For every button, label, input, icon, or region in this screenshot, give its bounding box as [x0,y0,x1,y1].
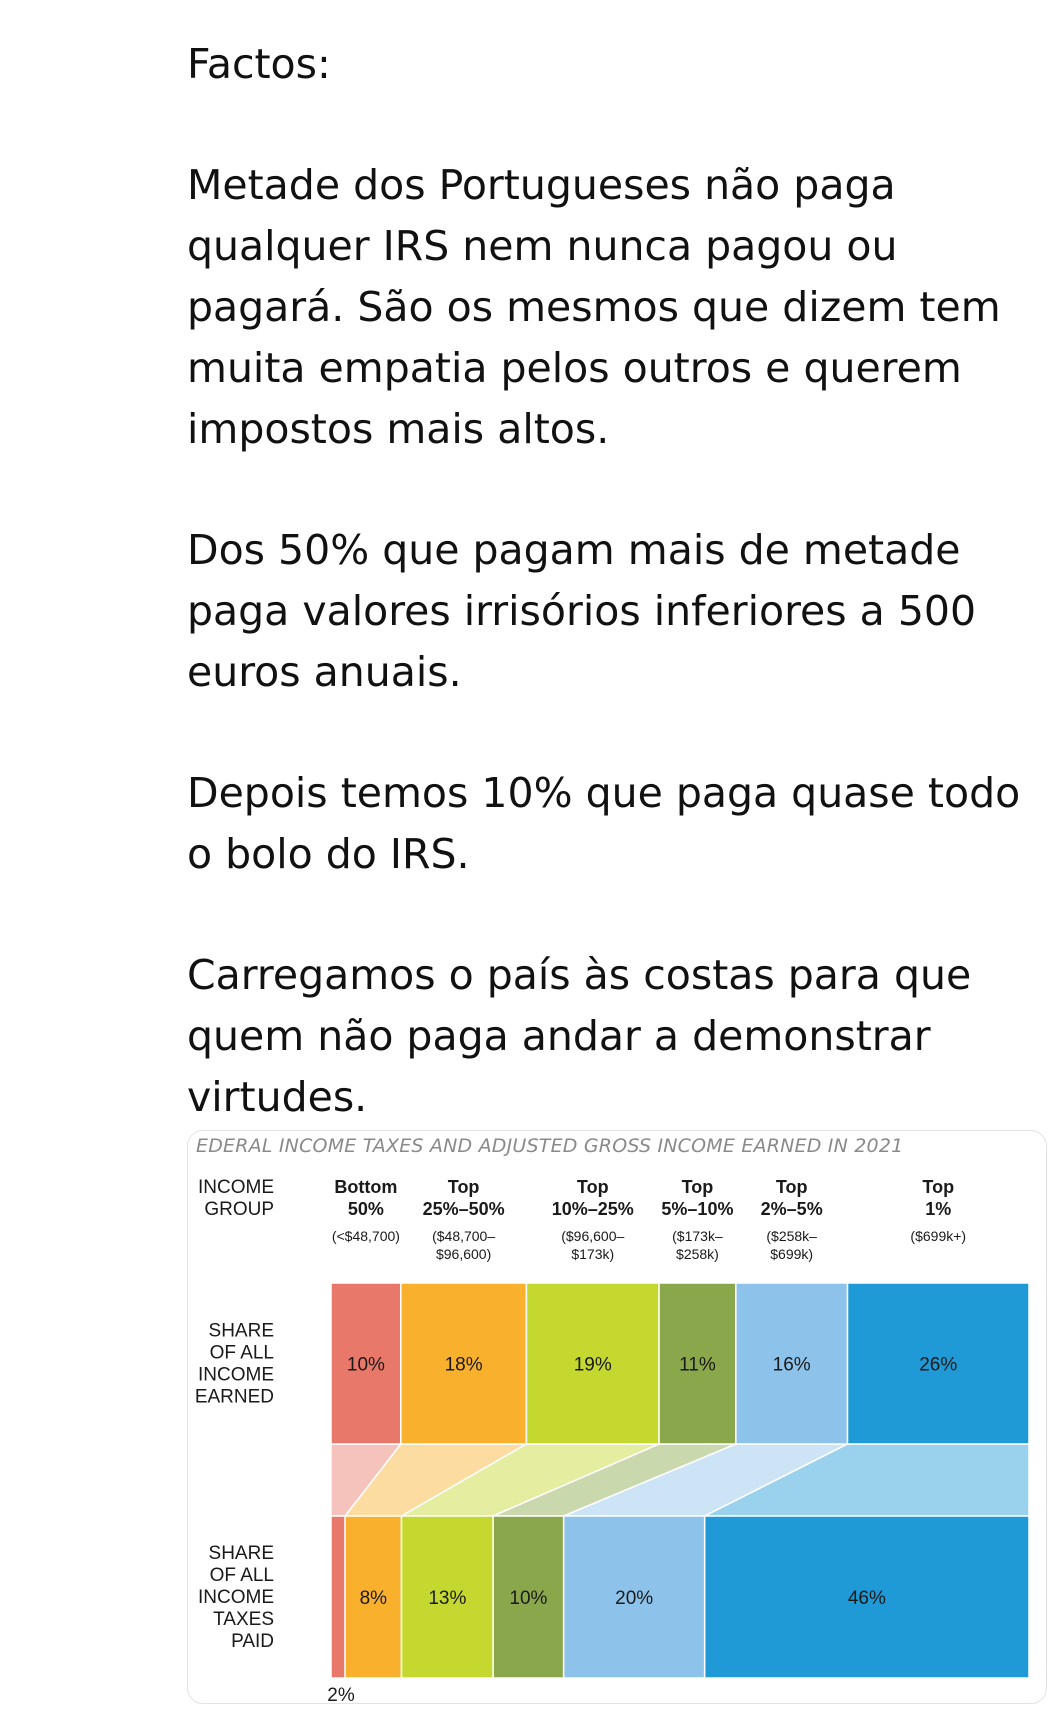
post-paragraph-2: Metade dos Portugueses não paga qualquer… [187,161,1001,453]
tick-label: 50% [348,1199,384,1219]
series-label: SHARE [209,1543,274,1564]
tick-label: ($699k+) [910,1228,966,1244]
data-label: 13% [428,1588,466,1609]
tick-label: INCOME [198,1177,274,1198]
series-label: OF ALL [210,1343,274,1364]
post-paragraph-5: Carregamos o país às costas para que que… [187,951,972,1121]
data-label: 26% [919,1355,957,1376]
post-paragraph-4: Depois temos 10% que paga quase todo o b… [187,769,1021,878]
tick-label: GROUP [204,1199,274,1220]
data-label: 11% [679,1355,716,1376]
series-label: PAID [231,1631,274,1652]
tick-label: ($48,700– [432,1228,495,1244]
tick-label: 1% [925,1199,951,1219]
tick-label: $699k) [770,1246,813,1262]
data-label: 16% [773,1355,811,1376]
chart-svg: 10% 18% 19% 11% 16% 26% 2% 8% 13% 10% 20% 46% INCOME… [195,1177,1030,1703]
series-label: SHARE [209,1321,274,1342]
bar-segment [658,1282,737,1445]
data-label: 10% [509,1588,547,1609]
bar-segment [735,1282,849,1445]
tick-label: Top [922,1177,954,1197]
bar-segment [525,1282,660,1445]
tick-label: ($96,600– [561,1228,624,1244]
tick-label: 5%–10% [661,1199,733,1219]
bar-segment [330,1515,346,1679]
bar-segment [846,1282,1030,1445]
series-label: INCOME [198,1587,274,1608]
tick-label: Bottom [334,1177,397,1197]
tick-label: $96,600) [436,1246,491,1262]
data-label: 19% [574,1355,612,1376]
tick-label: Top [577,1177,609,1197]
post-text: Factos: Metade dos Portugueses não paga … [187,34,1047,1128]
series-label: EARNED [195,1387,274,1408]
bar-segment [703,1515,1030,1679]
tick-label: Top [448,1177,480,1197]
data-label: 46% [848,1588,886,1609]
tick-label: ($173k– [672,1228,723,1244]
data-label: 2% [327,1685,355,1703]
post-paragraph-3: Dos 50% que pagam mais de metade paga va… [187,526,977,696]
tick-label: 10%–25% [552,1199,634,1219]
tick-label: $173k) [571,1246,614,1262]
tick-label: (<$48,700) [332,1228,400,1244]
bar-segment [344,1515,403,1679]
chart-image[interactable]: EDERAL INCOME TAXES AND ADJUSTED GROSS I… [187,1130,1047,1704]
data-label: 8% [360,1588,388,1609]
series-label: OF ALL [210,1565,274,1586]
tick-label: 25%–50% [423,1199,505,1219]
series-label: INCOME [198,1365,274,1386]
data-label: 20% [615,1588,653,1609]
bar-segment [492,1515,565,1679]
data-label: 18% [445,1355,483,1376]
tick-label: Top [682,1177,714,1197]
tick-label: 2%–5% [761,1199,823,1219]
bar-segment [400,1282,528,1445]
tick-label: ($258k– [766,1228,817,1244]
bar-segment [400,1515,494,1679]
series-label: TAXES [213,1609,274,1630]
tick-label: Top [776,1177,808,1197]
tick-label: $258k) [676,1246,719,1262]
post-paragraph-1: Factos: [187,40,331,88]
data-label: 10% [347,1355,385,1376]
chart-title: EDERAL INCOME TAXES AND ADJUSTED GROSS I… [196,1135,904,1157]
bar-segment [562,1515,706,1679]
